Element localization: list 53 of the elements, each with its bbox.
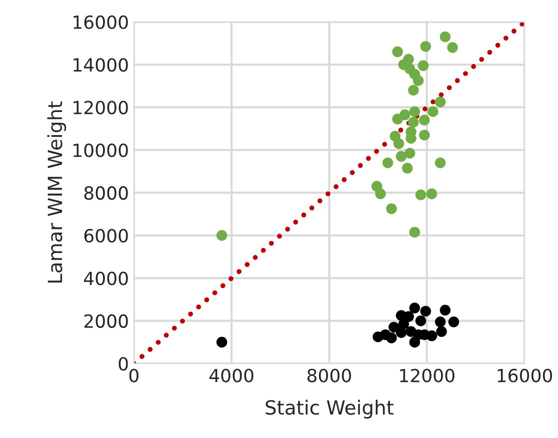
point <box>440 31 451 42</box>
point <box>409 302 420 314</box>
point <box>216 336 228 348</box>
point <box>420 41 432 52</box>
point <box>388 322 400 333</box>
point <box>419 130 430 140</box>
point <box>447 42 458 53</box>
y-tick-label: 4000 <box>84 272 128 286</box>
point <box>419 114 430 126</box>
point <box>216 230 228 241</box>
x-tick-label: 12000 <box>400 368 454 382</box>
point <box>409 226 420 238</box>
point <box>434 157 446 168</box>
point <box>380 329 391 340</box>
point <box>382 157 394 168</box>
y-tick-label: 0 <box>118 357 128 371</box>
point <box>404 148 416 159</box>
y-tick-label: 6000 <box>84 228 128 243</box>
point <box>436 326 447 337</box>
x-tick-label: 4000 <box>209 368 254 382</box>
point <box>418 60 429 72</box>
point <box>434 316 446 328</box>
point <box>440 304 451 316</box>
point <box>434 96 446 108</box>
y-tick-label: 2000 <box>84 314 128 328</box>
y-tick-label: 8000 <box>84 186 128 200</box>
y-tick-label: 12000 <box>74 100 128 114</box>
x-tick-label: 8000 <box>307 368 351 382</box>
point <box>408 84 419 96</box>
point <box>393 138 404 149</box>
point <box>412 75 424 86</box>
point <box>392 46 403 58</box>
point <box>408 116 419 128</box>
x-tick-label: 0 <box>129 368 138 382</box>
y-axis-title: Lamar WIM Weight <box>47 101 66 283</box>
point <box>396 327 407 338</box>
point <box>375 188 386 200</box>
point <box>415 315 426 326</box>
point <box>448 316 460 328</box>
y-tick-label: 14000 <box>74 58 128 72</box>
point <box>392 114 403 124</box>
x-tick-label: 16000 <box>498 368 552 382</box>
point <box>426 188 438 200</box>
y-tick-label: 10000 <box>74 143 128 158</box>
x-axis-title: Static Weight <box>266 400 394 419</box>
point <box>396 151 407 162</box>
point <box>409 106 420 117</box>
point <box>402 162 413 174</box>
point <box>415 189 426 200</box>
point <box>420 306 432 317</box>
y-tick-label: 16000 <box>74 15 128 30</box>
point <box>428 106 438 117</box>
point <box>386 203 397 214</box>
